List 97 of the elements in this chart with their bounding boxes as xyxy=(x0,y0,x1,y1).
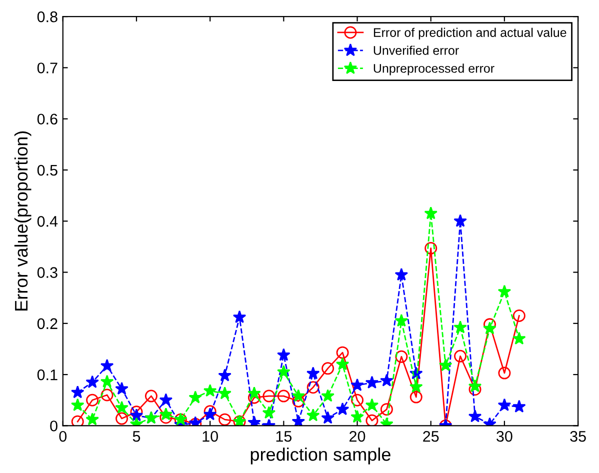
point xyxy=(144,390,158,402)
x-tick-label: 20 xyxy=(350,430,366,442)
point xyxy=(394,314,408,327)
point xyxy=(409,380,423,393)
y-tick-label: 0.8 xyxy=(37,11,58,22)
point xyxy=(424,242,438,254)
point xyxy=(70,386,84,398)
point xyxy=(100,358,114,372)
point xyxy=(336,357,350,370)
point xyxy=(424,206,438,220)
point xyxy=(71,415,84,426)
point xyxy=(336,346,349,359)
point xyxy=(100,374,114,388)
point xyxy=(438,358,452,372)
x-tick-label: 15 xyxy=(276,431,292,442)
y-axis-title: Error value(proportion) xyxy=(14,131,32,310)
point xyxy=(468,379,482,392)
point xyxy=(218,386,232,400)
point xyxy=(292,389,306,402)
point xyxy=(454,350,467,362)
point xyxy=(248,386,261,400)
point xyxy=(468,410,482,422)
legend-label: Unpreprocessed error xyxy=(374,64,494,76)
y-tick-label: 0.5 xyxy=(37,164,58,176)
point xyxy=(512,309,526,322)
point xyxy=(454,214,467,227)
point xyxy=(232,310,246,324)
point xyxy=(498,284,512,298)
point xyxy=(160,411,172,424)
y-tick-label: 0.3 xyxy=(37,267,58,278)
point xyxy=(351,394,364,406)
point xyxy=(262,390,276,402)
point xyxy=(321,389,334,402)
point xyxy=(350,378,364,392)
x-tick-label: 30 xyxy=(496,430,512,442)
point xyxy=(454,320,467,334)
point xyxy=(292,394,305,408)
point xyxy=(292,414,306,426)
point xyxy=(380,403,393,416)
point xyxy=(116,412,128,425)
y-tick-label: 0.6 xyxy=(37,114,58,125)
point xyxy=(322,362,334,375)
point xyxy=(366,414,378,426)
point xyxy=(203,384,217,397)
y-tick-label: 0.1 xyxy=(37,369,58,380)
x-tick-label: 0 xyxy=(59,430,67,442)
x-tick-label: 5 xyxy=(132,431,140,442)
y-tick-label: 0.2 xyxy=(37,318,58,330)
point xyxy=(394,268,408,281)
legend-label: Unverified error xyxy=(374,46,459,55)
x-tick-label: 10 xyxy=(202,430,218,442)
point xyxy=(262,406,276,419)
point xyxy=(350,410,364,423)
point xyxy=(86,412,99,426)
point xyxy=(365,398,379,411)
point xyxy=(277,390,290,402)
point xyxy=(115,382,128,395)
point xyxy=(306,408,320,422)
point xyxy=(204,405,216,418)
point xyxy=(306,381,320,394)
point xyxy=(468,383,482,396)
point xyxy=(86,375,99,388)
point xyxy=(277,365,290,378)
x-tick-label: 35 xyxy=(570,430,586,442)
point xyxy=(248,416,261,426)
y-tick-label: 0.7 xyxy=(37,62,58,74)
point xyxy=(365,376,379,388)
x-axis-title: prediction sample xyxy=(250,448,390,464)
point xyxy=(188,390,202,404)
point xyxy=(277,348,290,361)
point xyxy=(321,411,334,424)
point xyxy=(70,398,84,411)
y-tick-label: 0 xyxy=(50,420,58,432)
point xyxy=(115,400,128,414)
x-tick-label: 25 xyxy=(423,430,439,442)
point xyxy=(483,322,496,334)
point xyxy=(100,388,114,402)
point xyxy=(498,398,512,411)
y-tick-label: 0.4 xyxy=(37,216,58,227)
point xyxy=(512,400,526,413)
point xyxy=(218,413,232,426)
point xyxy=(86,394,99,406)
point xyxy=(159,408,173,420)
point xyxy=(336,402,350,416)
point xyxy=(306,366,320,380)
legend-label: Error of prediction and actual value xyxy=(374,28,566,40)
point xyxy=(410,390,422,404)
point xyxy=(203,408,217,420)
point xyxy=(512,332,526,345)
point xyxy=(483,318,496,331)
point xyxy=(130,408,144,422)
point xyxy=(130,406,143,418)
point xyxy=(159,393,173,406)
point xyxy=(218,368,232,382)
point xyxy=(395,350,408,363)
point xyxy=(498,366,511,380)
point xyxy=(380,374,394,386)
